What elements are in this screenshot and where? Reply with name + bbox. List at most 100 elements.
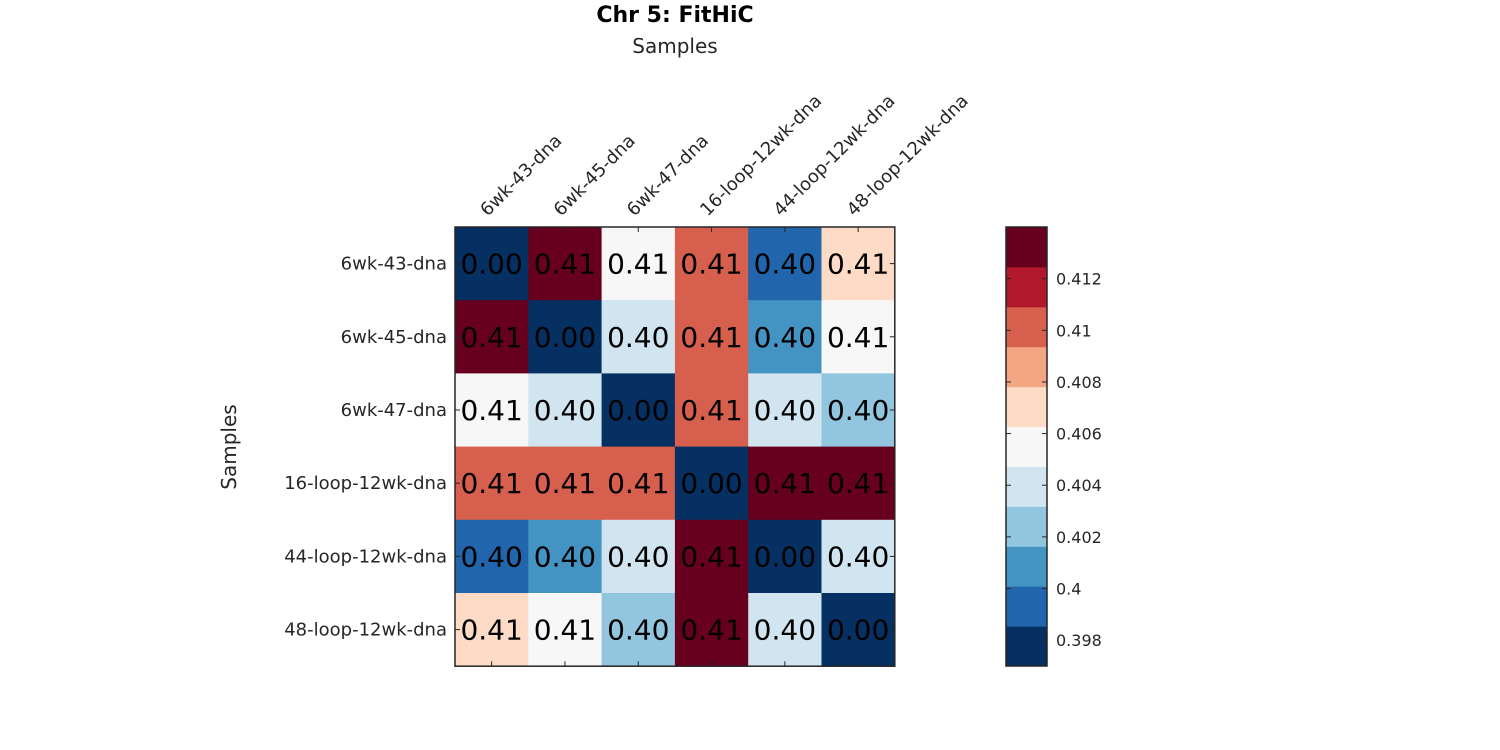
chart-title: Chr 5: FitHiC (596, 3, 753, 28)
cell-value-label: 0.00 (827, 614, 889, 647)
colorbar-segment (1006, 227, 1047, 268)
colorbar-tick-label: 0.404 (1056, 476, 1102, 495)
heatmap-cell (528, 227, 603, 301)
cell-value-label: 0.40 (754, 614, 816, 647)
heatmap-cell (821, 519, 896, 594)
colorbar-segment (1006, 426, 1047, 467)
cell-value-label: 0.00 (680, 467, 742, 500)
heatmap-cell (748, 227, 822, 301)
heatmap-cells (454, 226, 896, 667)
colorbar-segment (1006, 506, 1047, 547)
cell-value-label: 0.40 (754, 248, 816, 281)
heatmap-cell (674, 519, 749, 594)
x-axis-label: Samples (632, 34, 717, 58)
x-tick-labels: 6wk-43-dna6wk-45-dna6wk-47-dna16-loop-12… (476, 91, 972, 221)
heatmap-cell (748, 446, 822, 521)
heatmap-cell (748, 300, 822, 374)
cell-value-label: 0.41 (534, 467, 596, 500)
cell-value-label: 0.41 (680, 540, 742, 573)
cell-value-label: 0.41 (534, 248, 596, 281)
cell-value-label: 0.00 (607, 394, 669, 427)
cell-value-label: 0.40 (534, 540, 596, 573)
colorbar-segment (1006, 586, 1047, 627)
cell-value-label: 0.41 (534, 614, 596, 647)
y-tick-label: 48-loop-12wk-dna (284, 620, 447, 641)
heatmap-cell (601, 300, 676, 374)
colorbar-tick-label: 0.41 (1056, 321, 1092, 340)
y-tick-label: 6wk-43-dna (341, 254, 447, 275)
heatmap-cell (601, 593, 676, 667)
cell-value-label: 0.41 (827, 467, 889, 500)
heatmap-cell (821, 373, 896, 448)
cell-value-label: 0.41 (460, 614, 522, 647)
colorbar-segment (1006, 266, 1047, 308)
colorbar-tick-label: 0.402 (1056, 528, 1102, 547)
cell-value-label: 0.41 (460, 321, 522, 354)
cell-value-label: 0.41 (680, 394, 742, 427)
heatmap-cell (748, 519, 822, 594)
cell-value-label: 0.40 (827, 394, 889, 427)
y-axis-label: Samples (217, 404, 241, 489)
cell-value-label: 0.40 (607, 614, 669, 647)
heatmap-cell (455, 446, 529, 521)
colorbar-tick-label: 0.398 (1056, 631, 1102, 650)
cell-value-label: 0.40 (827, 540, 889, 573)
heatmap-cell (674, 300, 749, 374)
y-tick-label: 44-loop-12wk-dna (284, 546, 447, 567)
cell-value-label: 0.40 (754, 394, 816, 427)
cell-value-label: 0.40 (534, 394, 596, 427)
heatmap-cell (601, 227, 676, 301)
cell-value-label: 0.40 (607, 540, 669, 573)
cell-value-label: 0.41 (680, 248, 742, 281)
cell-value-label: 0.41 (460, 467, 522, 500)
cell-value-label: 0.00 (534, 321, 596, 354)
heatmap-cell (601, 373, 676, 448)
heatmap-cell (674, 593, 749, 667)
colorbar-tick-label: 0.412 (1056, 270, 1102, 289)
colorbar: 0.398 0.4 0.402 0.404 0.406 0.408 0.41 0.412 (1005, 226, 1102, 667)
heatmap-cell (674, 373, 749, 448)
heatmap-cell (748, 373, 822, 448)
colorbar-segment (1006, 626, 1047, 667)
x-tick-label: 44-loop-12wk-dna (770, 91, 900, 221)
x-tick-label: 48-loop-12wk-dna (843, 91, 973, 221)
heatmap-cell (528, 519, 603, 594)
heatmap-cell (601, 519, 676, 594)
cell-value-label: 0.41 (754, 467, 816, 500)
colorbar-segment (1006, 386, 1047, 428)
heatmap-cell (601, 446, 676, 521)
cell-value-label: 0.41 (607, 248, 669, 281)
heatmap-cell (455, 373, 529, 448)
cell-value-label: 0.41 (607, 467, 669, 500)
heatmap-cell (821, 227, 896, 301)
colorbar-tick-label: 0.408 (1056, 373, 1102, 392)
cell-value-label: 0.40 (607, 321, 669, 354)
cell-value-label: 0.00 (754, 540, 816, 573)
heatmap-cell (821, 300, 896, 374)
heatmap-cell (674, 446, 749, 521)
heatmap-cell (455, 519, 529, 594)
heatmap-cell (528, 300, 603, 374)
heatmap-cell (821, 593, 896, 667)
heatmap-cell (528, 593, 603, 667)
colorbar-segment (1006, 546, 1047, 587)
cell-value-label: 0.40 (460, 540, 522, 573)
heatmap-cell (455, 593, 529, 667)
x-tick-label: 16-loop-12wk-dna (696, 91, 826, 221)
y-tick-label: 6wk-45-dna (341, 327, 447, 348)
heatmap-cell (528, 373, 603, 448)
heatmap-cell (748, 593, 822, 667)
cell-value-label: 0.40 (754, 321, 816, 354)
cell-value-label: 0.41 (827, 321, 889, 354)
colorbar-tick-label: 0.4 (1056, 580, 1081, 599)
colorbar-segment (1006, 346, 1047, 388)
heatmap-cell (821, 446, 896, 521)
cell-value-label: 0.00 (460, 248, 522, 281)
heatmap-cell-labels: 0.00 0.41 0.41 0.41 0.40 0.41 0.41 0.00 0.40 0.41… (460, 248, 889, 647)
cell-value-label: 0.41 (680, 614, 742, 647)
heatmap-cell (455, 227, 529, 301)
cell-value-label: 0.41 (460, 394, 522, 427)
plot-frame (454, 226, 896, 667)
heatmap-cell (674, 227, 749, 301)
